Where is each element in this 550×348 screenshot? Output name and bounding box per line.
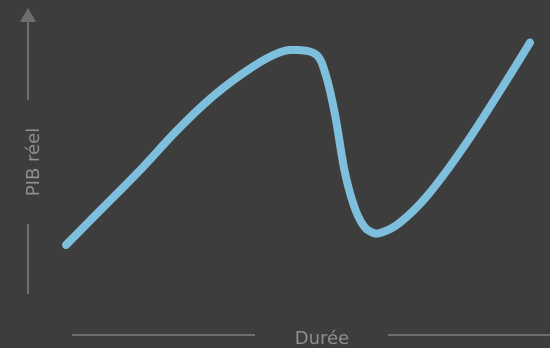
series-line-gdp: [62, 38, 534, 249]
x-axis-label: Durée: [295, 328, 349, 348]
y-axis-arrow-icon: [20, 8, 36, 22]
y-axis-label: PIB réel: [23, 128, 44, 196]
